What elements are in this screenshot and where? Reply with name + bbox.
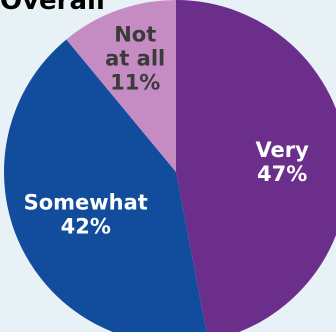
slice-value-label-2: 11% <box>110 71 160 95</box>
slice-value-label-0: 47% <box>257 162 307 186</box>
slice-category-label-2-1: at all <box>105 47 165 71</box>
pie-slice-0 <box>176 0 336 332</box>
slice-category-label-2-0: Not <box>114 23 156 47</box>
slice-value-label-1: 42% <box>61 214 111 238</box>
pie-slice-2 <box>66 0 176 172</box>
slice-category-label-0-0: Very <box>255 138 309 162</box>
pie-slice-1 <box>4 39 207 332</box>
pie-slices <box>4 0 336 332</box>
chart-title: Overall <box>0 0 105 16</box>
slice-category-label-1-0: Somewhat <box>24 190 148 214</box>
